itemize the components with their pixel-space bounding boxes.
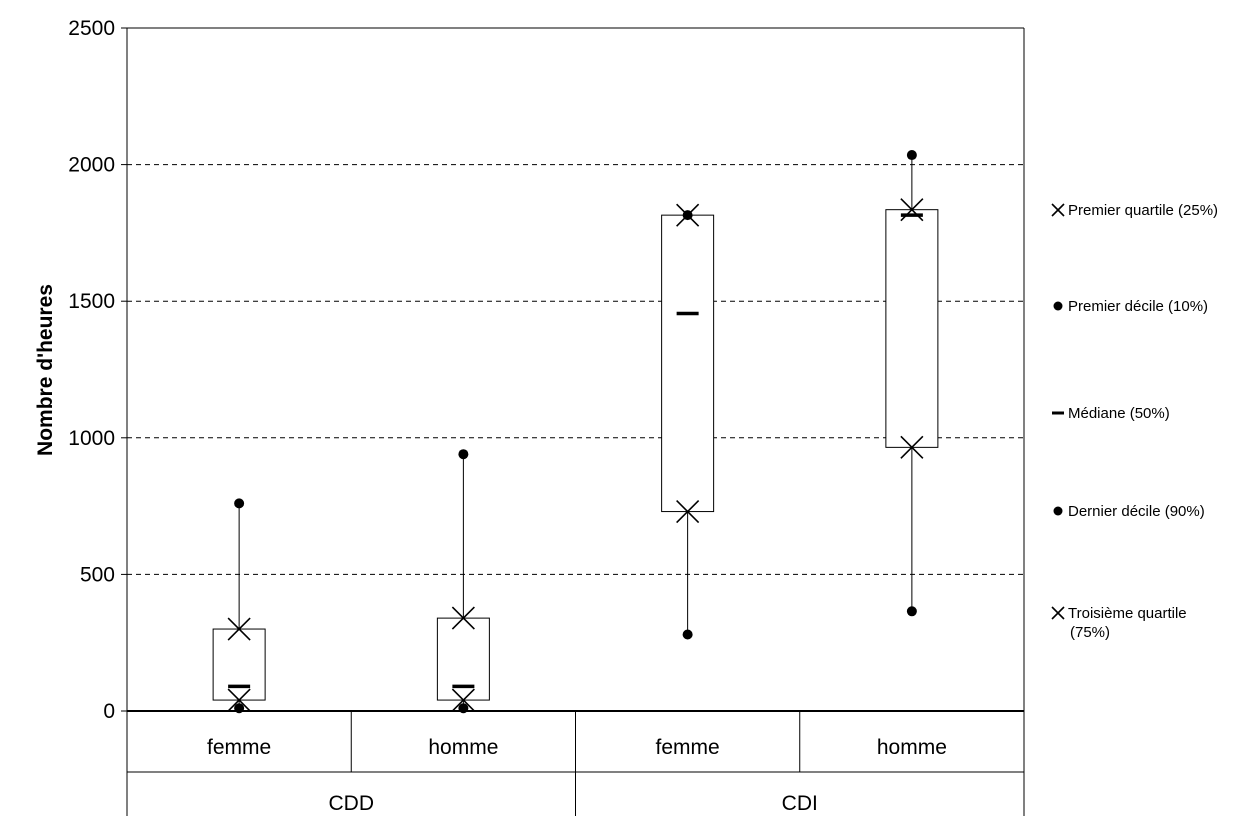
q1-point <box>451 688 475 712</box>
legend-label-line: (75%) <box>1070 624 1110 641</box>
legend-label: Premier quartile (25%) <box>1068 202 1218 219</box>
y-tick-label: 2500 <box>68 17 115 40</box>
legend-item: Premier décile (10%) <box>1053 298 1208 315</box>
box-femme <box>661 203 715 640</box>
iqr-box <box>212 628 266 701</box>
category-label: femme <box>207 736 271 759</box>
q3-point <box>227 617 251 641</box>
q1-point-stroke-b <box>900 435 924 459</box>
legend-item: Médiane (50%) <box>1052 405 1170 422</box>
iqr-box <box>885 209 939 448</box>
y-tick-label: 0 <box>103 700 115 723</box>
p90-point <box>234 498 245 509</box>
gridlines <box>127 164 1024 575</box>
iqr-box <box>661 214 715 513</box>
axes <box>121 27 1025 816</box>
category-label: homme <box>428 736 498 759</box>
p10-point <box>458 703 469 714</box>
q1-point <box>676 499 700 524</box>
q1-point-stroke-b <box>451 688 475 712</box>
q3-point-stroke-b <box>227 617 251 641</box>
q3-point-stroke-b <box>900 198 924 222</box>
y-tick-label: 500 <box>80 563 115 586</box>
category-label: femme <box>656 736 720 759</box>
legend-dot-marker <box>1053 506 1063 516</box>
p90-point <box>906 150 917 161</box>
q3-point <box>676 203 700 227</box>
q1-point <box>227 688 251 712</box>
category-label: homme <box>877 736 947 759</box>
y-axis-title: Nombre d'heures <box>34 284 57 456</box>
y-tick-label: 1500 <box>68 290 115 313</box>
q3-point-stroke-b <box>676 203 700 227</box>
legend-label: Dernier décile (90%) <box>1068 503 1205 520</box>
legend-item: Premier quartile (25%) <box>1051 202 1218 219</box>
legend-label: Troisième quartile (75%) <box>1068 605 1187 641</box>
legend-x-marker-stroke-b <box>1051 203 1065 217</box>
legend-x-marker <box>1051 606 1065 620</box>
q3-point <box>451 606 475 630</box>
legend: Premier quartile (25%) Premier décile (10… <box>1051 202 1218 641</box>
legend-x-marker-stroke-b <box>1051 606 1065 620</box>
legend-item: Dernier décile (90%) <box>1053 503 1205 520</box>
p10-point <box>234 703 245 714</box>
legend-label: Médiane (50%) <box>1068 405 1170 422</box>
y-tick-label: 1000 <box>68 427 115 450</box>
group-label: CDD <box>329 792 375 815</box>
q1-point <box>900 435 924 459</box>
q1-point-stroke-b <box>676 499 700 524</box>
p90-point <box>458 449 469 460</box>
p10-point <box>906 606 917 617</box>
box-homme <box>436 449 490 714</box>
q3-point-stroke-b <box>451 606 475 630</box>
boxes <box>212 150 939 714</box>
axis-labels: 0 500 1000 1500 2000 2500 CDD femme homme CDI femm… <box>68 17 947 815</box>
legend-x-marker <box>1051 203 1065 217</box>
legend-dot-marker <box>1053 301 1063 311</box>
legend-label: Premier décile (10%) <box>1068 298 1208 315</box>
q1-point-stroke-b <box>227 688 251 712</box>
legend-label-line: Troisième quartile <box>1068 605 1187 622</box>
legend-item: Troisième quartile (75%) <box>1051 605 1187 641</box>
p10-point <box>682 629 693 640</box>
y-tick-label: 2000 <box>68 154 115 177</box>
box-homme <box>885 150 939 617</box>
box-femme <box>212 498 266 714</box>
q3-point <box>900 198 924 222</box>
group-label: CDI <box>782 792 818 815</box>
